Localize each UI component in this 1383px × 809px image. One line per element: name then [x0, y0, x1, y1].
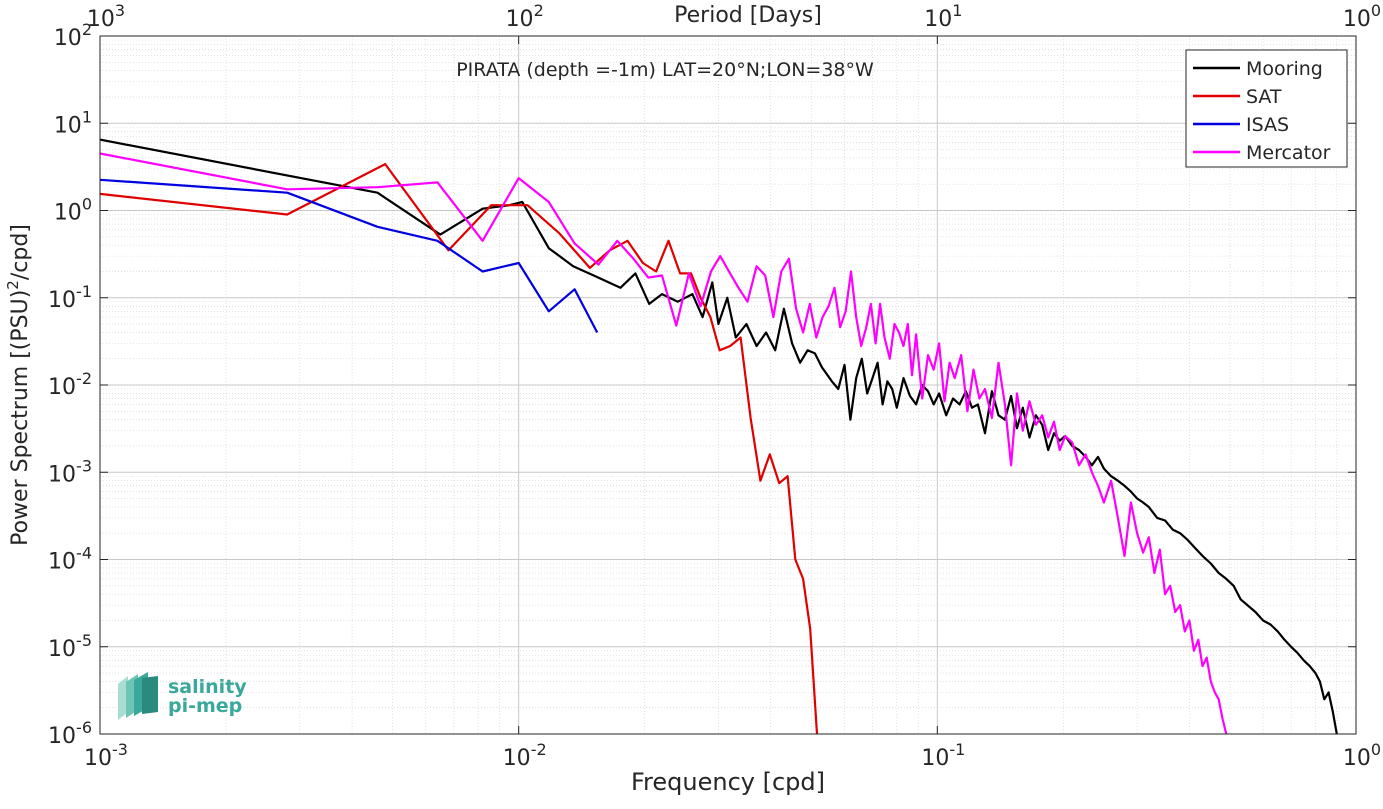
x2-tick-label-base: 10 — [924, 7, 952, 32]
y-axis-label-tail: /cpd] — [8, 224, 33, 280]
x-tick-label-base: 10 — [1343, 746, 1371, 771]
top-axis-label: Period [Days] — [674, 3, 822, 28]
y-tick-label: 100 — [54, 195, 92, 226]
x-tick-label-base: 10 — [921, 746, 949, 771]
legend-label-isas: ISAS — [1246, 114, 1289, 136]
y-tick-label-exponent: -3 — [76, 456, 92, 475]
y-tick-label-base: 10 — [48, 550, 76, 575]
y-tick-label-base: 10 — [54, 26, 82, 51]
y-tick-label-exponent: 1 — [82, 107, 92, 126]
x-tick-label: 100 — [1343, 740, 1381, 771]
x2-tick-label: 102 — [506, 1, 544, 32]
y-tick-label-base: 10 — [48, 375, 76, 400]
y-tick-label-base: 10 — [54, 201, 82, 226]
y-tick-label-exponent: -2 — [76, 369, 92, 388]
legend-box — [1185, 49, 1348, 168]
x-tick-label-exponent: -2 — [531, 740, 547, 759]
y-tick-label: 10-5 — [48, 631, 92, 662]
x-tick-label-exponent: 0 — [1371, 740, 1381, 759]
y-tick-label-exponent: -6 — [76, 718, 92, 737]
y-tick-label-base: 10 — [48, 288, 76, 313]
x2-tick-label: 103 — [87, 1, 125, 32]
y-tick-label-exponent: 0 — [82, 195, 92, 214]
y-tick-label-base: 10 — [48, 462, 76, 487]
logo-text-pimep: pi-mep — [168, 695, 242, 717]
x2-tick-label-exponent: 0 — [1371, 1, 1381, 20]
y-tick-label-base: 10 — [48, 724, 76, 749]
x2-tick-label-base: 10 — [1343, 7, 1371, 32]
x-axis-label: Frequency [cpd] — [631, 768, 825, 796]
x2-tick-label-base: 10 — [506, 7, 534, 32]
y-tick-label: 10-1 — [48, 282, 92, 313]
y-tick-label-exponent: -4 — [76, 544, 92, 563]
y-tick-label-exponent: 2 — [82, 20, 92, 39]
y-tick-label-base: 10 — [54, 113, 82, 138]
logo-text-salinity: salinity — [168, 676, 247, 698]
y-tick-label: 10-6 — [48, 718, 92, 749]
chart-title: PIRATA (depth =-1m) LAT=20°N;LON=38°W — [456, 59, 874, 81]
x2-tick-label-base: 10 — [87, 7, 115, 32]
x2-tick-label: 100 — [1343, 1, 1381, 32]
x2-tick-label-exponent: 3 — [115, 1, 125, 20]
legend-label-mooring: Mooring — [1246, 58, 1323, 80]
logo-wave-1 — [118, 676, 128, 720]
legend-label-sat: SAT — [1246, 86, 1282, 108]
legend-label-mercator: Mercator — [1246, 142, 1331, 164]
y-axis-label-main: Power Spectrum [(PSU) — [8, 290, 33, 546]
x2-tick-label-exponent: 2 — [534, 1, 544, 20]
x-tick-label: 10-2 — [503, 740, 547, 771]
y-tick-label-exponent: -5 — [76, 631, 92, 650]
y-tick-label: 10-3 — [48, 456, 92, 487]
y-tick-label-exponent: -1 — [76, 282, 92, 301]
x-tick-label-exponent: -3 — [112, 740, 128, 759]
x-tick-label-base: 10 — [84, 746, 112, 771]
x-tick-label-base: 10 — [503, 746, 531, 771]
series-lines — [99, 138, 1338, 735]
legend: Mooring SAT ISAS Mercator — [1185, 49, 1348, 168]
x2-tick-label: 101 — [924, 1, 962, 32]
series-line-mercator — [99, 152, 1228, 735]
x-tick-label-exponent: -1 — [949, 740, 965, 759]
x2-tick-label-exponent: 1 — [952, 1, 962, 20]
series-line-sat — [99, 163, 819, 735]
logo-wave-4 — [142, 676, 158, 714]
salinity-pimep-logo: salinity pi-mep — [118, 672, 247, 720]
series-line-isas — [99, 178, 599, 334]
y-tick-label-base: 10 — [48, 637, 76, 662]
y-axis-label-sup: 2 — [4, 280, 22, 290]
y-tick-label: 10-2 — [48, 369, 92, 400]
y-tick-label: 10-4 — [48, 544, 92, 575]
x-tick-label: 10-3 — [84, 740, 128, 771]
x-tick-label: 10-1 — [921, 740, 965, 771]
series-line-mooring — [99, 138, 1338, 735]
y-axis-label: Power Spectrum [(PSU)2/cpd] — [4, 224, 33, 546]
y-tick-label: 102 — [54, 20, 92, 51]
y-tick-label: 101 — [54, 107, 92, 138]
